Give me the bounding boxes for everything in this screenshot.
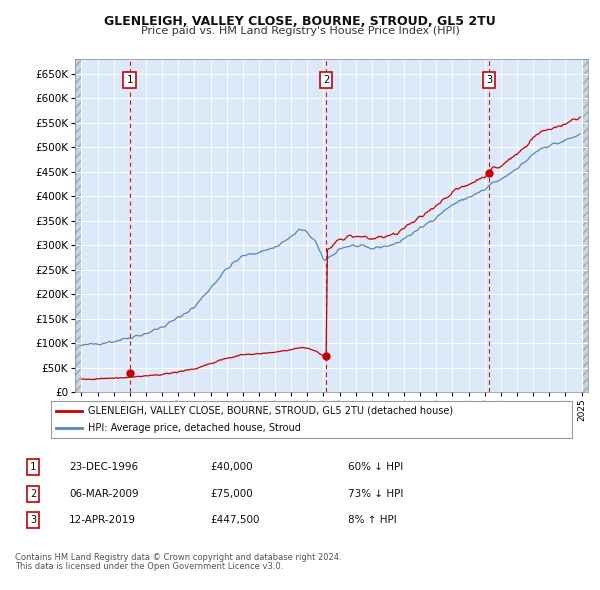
Text: 8% ↑ HPI: 8% ↑ HPI <box>348 516 397 525</box>
Text: 73% ↓ HPI: 73% ↓ HPI <box>348 489 403 499</box>
Bar <box>581 59 588 392</box>
Text: 3: 3 <box>486 74 493 84</box>
Text: 60% ↓ HPI: 60% ↓ HPI <box>348 463 403 472</box>
Text: GLENLEIGH, VALLEY CLOSE, BOURNE, STROUD, GL5 2TU (detached house): GLENLEIGH, VALLEY CLOSE, BOURNE, STROUD,… <box>88 406 453 416</box>
Text: Contains HM Land Registry data © Crown copyright and database right 2024.: Contains HM Land Registry data © Crown c… <box>15 553 341 562</box>
Text: 1: 1 <box>30 463 36 472</box>
FancyBboxPatch shape <box>50 401 572 438</box>
Text: 12-APR-2019: 12-APR-2019 <box>69 516 136 525</box>
Text: £447,500: £447,500 <box>210 516 260 525</box>
Text: GLENLEIGH, VALLEY CLOSE, BOURNE, STROUD, GL5 2TU: GLENLEIGH, VALLEY CLOSE, BOURNE, STROUD,… <box>104 15 496 28</box>
Text: 2: 2 <box>30 489 36 499</box>
Text: £75,000: £75,000 <box>210 489 253 499</box>
Text: 3: 3 <box>30 516 36 525</box>
Text: HPI: Average price, detached house, Stroud: HPI: Average price, detached house, Stro… <box>88 423 301 433</box>
Text: Price paid vs. HM Land Registry's House Price Index (HPI): Price paid vs. HM Land Registry's House … <box>140 26 460 36</box>
Bar <box>75 59 82 392</box>
Text: 23-DEC-1996: 23-DEC-1996 <box>69 463 138 472</box>
Text: 1: 1 <box>127 74 133 84</box>
Text: 06-MAR-2009: 06-MAR-2009 <box>69 489 139 499</box>
Text: This data is licensed under the Open Government Licence v3.0.: This data is licensed under the Open Gov… <box>15 562 283 571</box>
Text: 2: 2 <box>323 74 329 84</box>
Text: £40,000: £40,000 <box>210 463 253 472</box>
